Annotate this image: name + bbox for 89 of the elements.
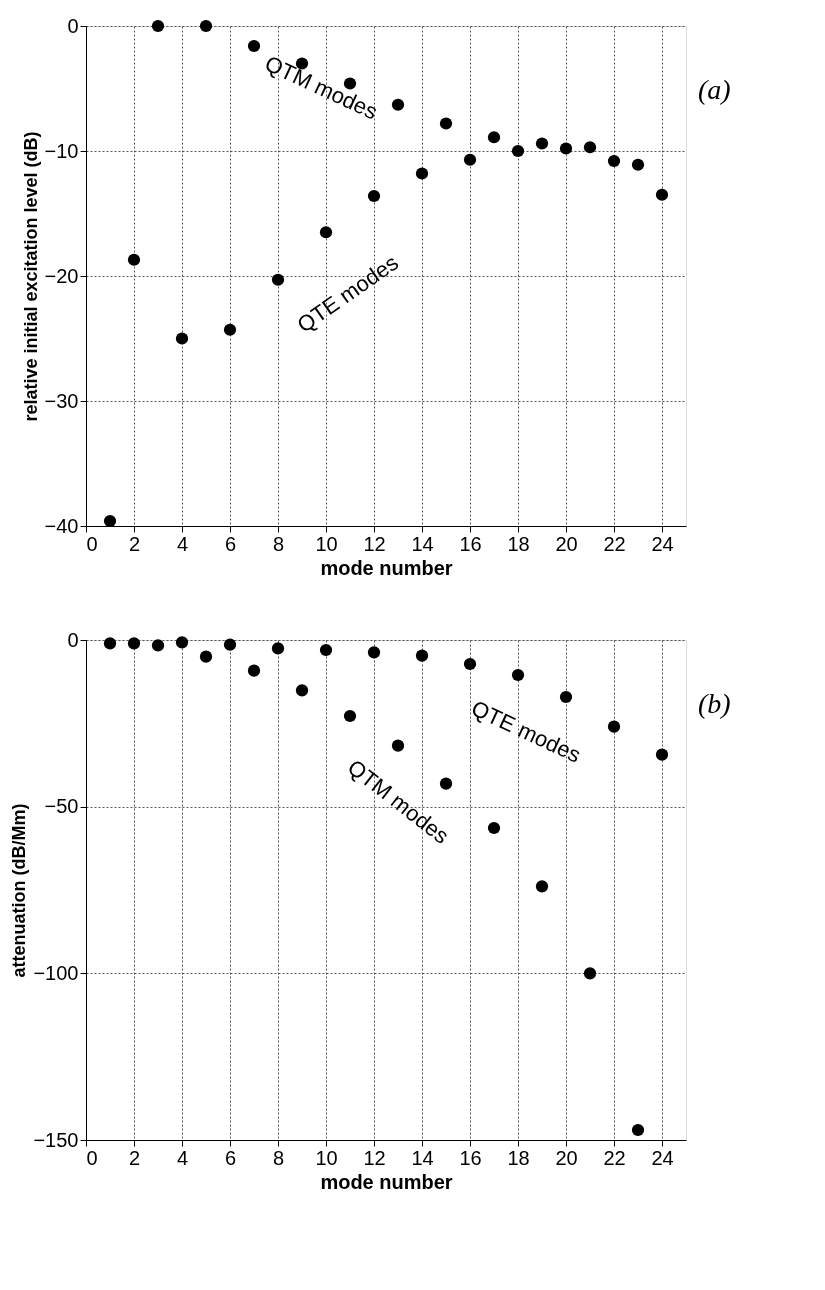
- x-tick-label: 10: [315, 1146, 338, 1169]
- point: [511, 668, 525, 682]
- point: [487, 821, 501, 835]
- y-tick-label: −150: [33, 1128, 79, 1151]
- point: [223, 638, 237, 651]
- x-tick-label: 16: [459, 532, 482, 555]
- point: [247, 39, 261, 53]
- point: [367, 189, 381, 203]
- y-tick-label: −40: [44, 514, 79, 537]
- point: [343, 709, 357, 723]
- point: [415, 649, 429, 662]
- point: [271, 273, 285, 286]
- point: [127, 637, 141, 650]
- x-tick-label: 20: [555, 532, 578, 555]
- point: [151, 639, 165, 652]
- point: [271, 642, 285, 655]
- y-tick-label: −100: [33, 961, 79, 984]
- x-tick-label: 4: [176, 1146, 189, 1169]
- x-tick-label: 8: [272, 532, 285, 555]
- text: (b): [698, 688, 731, 719]
- text: (a): [698, 74, 731, 105]
- x-tick-label: 18: [507, 532, 530, 555]
- point: [103, 637, 117, 650]
- x-tick-label: 16: [459, 1146, 482, 1169]
- point: [535, 137, 549, 150]
- y-tick-label: −50: [44, 795, 79, 818]
- point: [559, 142, 573, 155]
- point: [463, 153, 477, 166]
- point: [655, 748, 669, 761]
- x-tick-label: 22: [603, 1146, 626, 1169]
- y-tick-label: −30: [44, 389, 79, 412]
- point: [223, 323, 237, 336]
- x-tick-label: 2: [128, 532, 141, 555]
- x-tick-label: 2: [128, 1146, 141, 1169]
- x-tick-label: 24: [651, 532, 674, 555]
- point: [415, 167, 429, 180]
- point: [391, 98, 405, 111]
- x-tick-label: 14: [411, 532, 434, 555]
- point: [319, 643, 333, 657]
- annotation: QTE modes: [467, 695, 585, 768]
- x-tick-label: 4: [176, 532, 189, 555]
- x-tick-label: 0: [86, 532, 98, 555]
- x-tick-label: 12: [363, 532, 386, 555]
- point: [607, 154, 621, 168]
- x-tick-label: 22: [603, 532, 626, 555]
- x-tick-label: 12: [363, 1146, 386, 1169]
- annotation: QTM modes: [261, 50, 382, 125]
- point: [607, 720, 621, 733]
- point: [175, 636, 189, 649]
- point: [199, 650, 213, 663]
- x-tick-label: 6: [224, 1146, 237, 1169]
- point: [319, 226, 333, 239]
- point: [463, 657, 477, 671]
- x-tick-label: 0: [86, 1146, 98, 1169]
- x-tick-label: 18: [507, 1146, 530, 1169]
- y-axis-title: relative initial excitation level (dB): [20, 131, 41, 422]
- y-tick-label: −10: [44, 139, 79, 162]
- point: [559, 690, 573, 704]
- y-tick-label: 0: [67, 14, 79, 37]
- x-axis-title: mode number: [320, 1170, 453, 1193]
- y-tick-label: 0: [67, 628, 79, 651]
- point: [103, 514, 117, 528]
- point: [175, 332, 189, 345]
- point: [511, 144, 525, 158]
- y-axis-title: attenuation (dB/Mm): [9, 803, 30, 978]
- point: [655, 188, 669, 201]
- point: [151, 19, 165, 33]
- point: [367, 646, 381, 659]
- y-tick-label: −20: [44, 264, 79, 287]
- point: [631, 1123, 645, 1137]
- point: [439, 777, 453, 790]
- x-tick-label: 10: [315, 532, 338, 555]
- point: [199, 19, 213, 33]
- point: [391, 739, 405, 752]
- point: [535, 880, 549, 893]
- point: [439, 117, 453, 130]
- point: [247, 664, 261, 677]
- point: [487, 131, 501, 144]
- point: [295, 684, 309, 697]
- x-tick-label: 8: [272, 1146, 285, 1169]
- point: [127, 253, 141, 266]
- x-tick-label: 24: [651, 1146, 674, 1169]
- point: [631, 158, 645, 171]
- x-tick-label: 14: [411, 1146, 434, 1169]
- point: [583, 967, 597, 980]
- x-tick-label: 6: [224, 532, 237, 555]
- x-axis-title: mode number: [320, 556, 453, 579]
- x-tick-label: 20: [555, 1146, 578, 1169]
- point: [583, 141, 597, 154]
